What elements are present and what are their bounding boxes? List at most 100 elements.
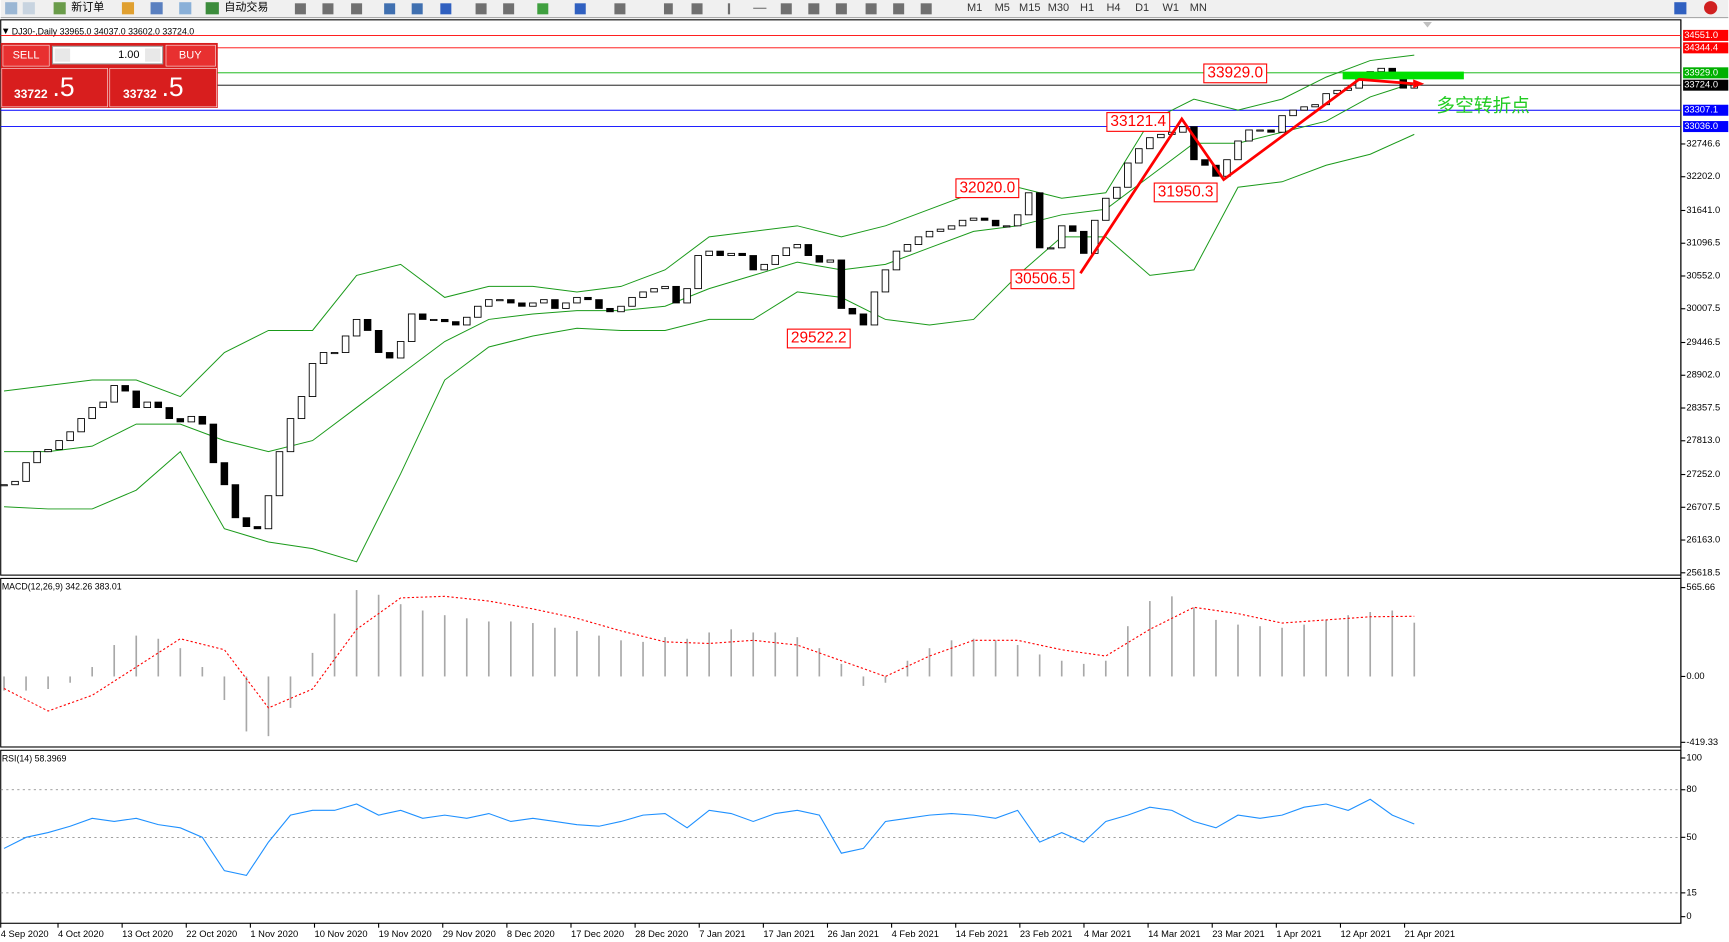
sell-price-box[interactable] [1, 68, 108, 108]
x-tick-label: 28 Dec 2020 [635, 929, 688, 939]
auto-trading-button[interactable]: 自动交易 [224, 0, 268, 14]
price-annotation-box [1153, 182, 1218, 203]
buy-price[interactable]: 33732 [123, 87, 157, 101]
icon[interactable] [440, 3, 452, 15]
candle [319, 352, 328, 364]
timeframe-button[interactable]: MN [1190, 2, 1207, 14]
y-tick-label: 28902.0 [1686, 370, 1720, 380]
price-level-label: 33036.0 [1684, 121, 1718, 131]
icon[interactable] [294, 3, 306, 15]
icon[interactable] [351, 3, 363, 15]
timeframe-button[interactable]: M30 [1048, 2, 1069, 14]
sell-price[interactable]: 33722 [14, 87, 48, 101]
candle [1102, 197, 1110, 221]
timeframe-button[interactable]: W1 [1163, 2, 1180, 14]
notification-icon[interactable] [1704, 1, 1718, 15]
icon[interactable] [179, 2, 192, 15]
timeframe-button[interactable]: M1 [967, 2, 982, 14]
lot-down[interactable] [54, 48, 71, 62]
toolbar: 新订单 自动交易 M1 M5 M1 [0, 0, 1729, 19]
timeframe-button[interactable]: H1 [1080, 2, 1094, 14]
sell-fraction[interactable]: .5 [53, 72, 75, 102]
candle [396, 341, 405, 359]
timeframe-button[interactable]: M5 [995, 2, 1010, 14]
icon[interactable] [22, 2, 35, 15]
shift-marker [1423, 22, 1432, 28]
icon[interactable] [384, 3, 396, 15]
candle [958, 219, 967, 227]
timeframes: M1 M5 M15 M30 H1 H4 D1 W1 MN [967, 2, 1207, 14]
candle [209, 423, 218, 464]
sell-label[interactable]: SELL [13, 50, 40, 62]
icon[interactable] [753, 7, 767, 9]
candle [231, 484, 240, 519]
candle [286, 418, 295, 453]
timeframe-button[interactable]: H4 [1106, 2, 1120, 14]
icon[interactable] [893, 3, 905, 15]
candle [716, 250, 724, 256]
candle [815, 255, 824, 263]
y-tick-label: 0.00 [1686, 671, 1704, 681]
auto-trading-icon[interactable] [205, 2, 219, 15]
candle [903, 244, 912, 252]
y-tick-label: 100 [1686, 752, 1702, 762]
candle [187, 415, 196, 423]
buy-price-box[interactable] [109, 68, 217, 108]
icon[interactable] [5, 2, 18, 15]
candle [77, 418, 85, 433]
candle [1234, 140, 1242, 161]
timeframe-button[interactable]: M15 [1019, 2, 1040, 14]
candle [650, 288, 658, 293]
candle [352, 318, 361, 337]
y-tick-label: 50 [1686, 832, 1696, 842]
new-order-icon[interactable] [53, 2, 66, 15]
x-tick-label: 4 Sep 2020 [1, 929, 49, 939]
y-tick-label: 15 [1686, 887, 1696, 897]
candle [573, 296, 581, 304]
buy-button[interactable] [165, 44, 216, 67]
candle [881, 269, 890, 293]
icon[interactable] [150, 2, 163, 15]
search-icon[interactable] [1674, 2, 1687, 15]
candle [1256, 129, 1264, 132]
lot-field[interactable] [51, 45, 164, 65]
icon[interactable] [727, 3, 731, 15]
price-level-tag [1683, 104, 1729, 116]
candle [661, 285, 669, 290]
icon[interactable] [865, 3, 877, 15]
icon[interactable] [835, 3, 847, 15]
buy-fraction[interactable]: .5 [162, 72, 184, 102]
icon[interactable] [920, 3, 932, 15]
icon[interactable] [537, 3, 549, 15]
icon[interactable] [808, 3, 820, 15]
price-annotation: 32020.0 [959, 179, 1015, 196]
price-annotation: 29522.2 [791, 330, 847, 347]
lot-up[interactable] [145, 48, 161, 62]
candle [385, 352, 394, 359]
lot-value[interactable]: 1.00 [118, 49, 139, 61]
candle [562, 302, 570, 309]
price-annotation-box [1010, 269, 1075, 290]
trend-zigzag [1079, 77, 1414, 274]
x-tick-label: 23 Feb 2021 [1020, 929, 1073, 939]
icon[interactable] [475, 3, 487, 15]
icon[interactable] [322, 3, 334, 15]
buy-label[interactable]: BUY [179, 50, 202, 62]
timeframe-button[interactable]: D1 [1135, 2, 1149, 14]
icon[interactable] [574, 3, 586, 15]
price-level-tag [1683, 121, 1729, 133]
icon[interactable] [411, 3, 423, 15]
icon[interactable] [691, 3, 703, 15]
icon[interactable] [614, 3, 626, 15]
new-order-button[interactable]: 新订单 [71, 0, 104, 14]
sell-button[interactable] [2, 44, 50, 67]
icon[interactable] [503, 3, 515, 15]
candle [1245, 129, 1253, 142]
icon[interactable] [780, 3, 792, 15]
icon[interactable] [121, 2, 135, 15]
price-level-label: 33307.1 [1684, 105, 1718, 115]
icon[interactable] [663, 3, 673, 15]
overlay: 多空转折点 SELL 1.00 BUY 33722 .5 33732 .5 33… [0, 42, 1530, 349]
price-level-label: 33929.0 [1684, 67, 1718, 77]
